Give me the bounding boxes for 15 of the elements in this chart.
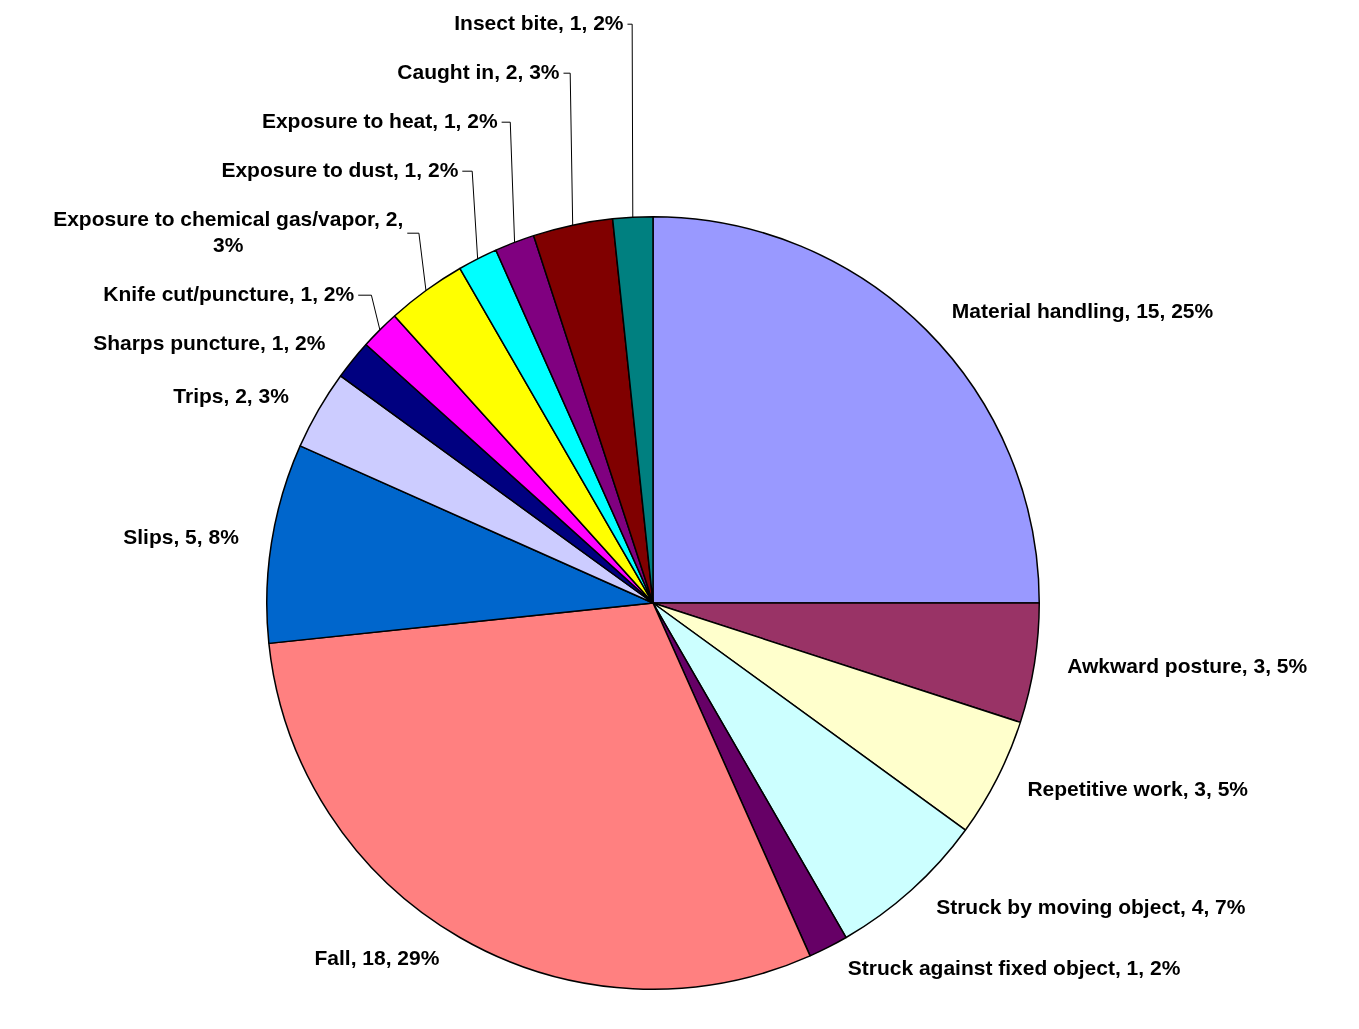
- slice-label: Struck by moving object, 4, 7%: [936, 895, 1246, 919]
- slice-label: Knife cut/puncture, 1, 2%: [103, 281, 355, 305]
- slice-label: Material handling, 15, 25%: [951, 299, 1214, 322]
- slice-label: Insect bite, 1, 2%: [454, 10, 624, 34]
- slice-label: Sharps puncture, 1, 2%: [93, 330, 326, 354]
- slice-label: Trips, 2, 3%: [173, 384, 290, 408]
- slice-label: Fall, 18, 29%: [314, 945, 440, 969]
- slice-label: Slips, 5, 8%: [123, 525, 240, 549]
- slice-label: Exposure to chemical gas/vapor, 2, 3%: [53, 206, 404, 256]
- slice-label: Caught in, 2, 3%: [397, 59, 560, 83]
- slice-label: Exposure to dust, 1, 2%: [221, 157, 459, 181]
- slice-label: Exposure to heat, 1, 2%: [261, 108, 498, 132]
- slice-label: Awkward posture, 3, 5%: [1067, 654, 1308, 678]
- slice-label: Struck against fixed object, 1, 2%: [847, 956, 1181, 980]
- slice-label: Repetitive work, 3, 5%: [1027, 776, 1249, 800]
